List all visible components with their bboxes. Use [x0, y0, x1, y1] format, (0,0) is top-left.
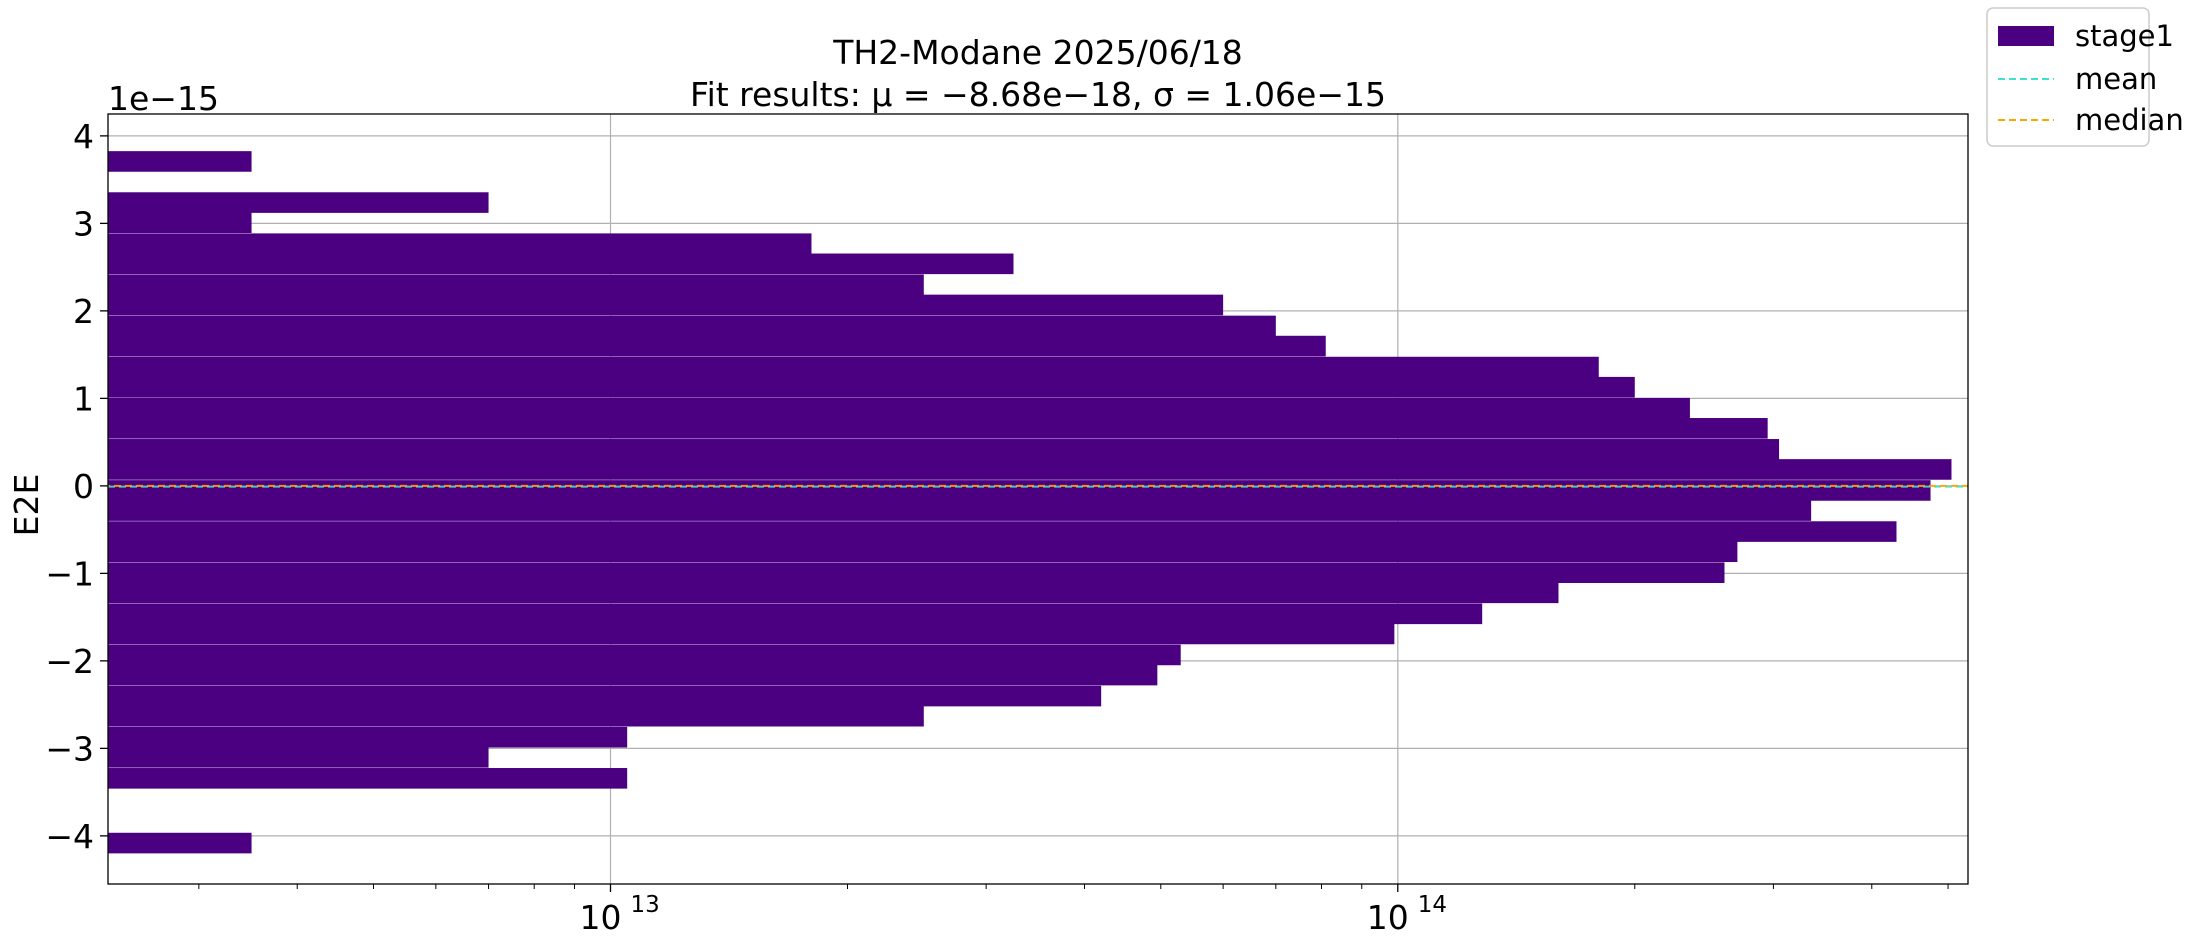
histogram-bar	[108, 151, 252, 172]
chart-title: TH2-Modane 2025/06/18	[832, 33, 1243, 72]
plot-frame	[107, 113, 1969, 885]
y-tick-label: 2	[73, 292, 94, 331]
histogram-bar	[108, 315, 1276, 337]
histogram-bar	[108, 397, 1690, 419]
histogram-bar	[108, 500, 1812, 521]
histogram-bar	[108, 459, 1952, 480]
histogram-bar	[108, 664, 1158, 686]
histogram-bar	[108, 480, 1931, 501]
bars-layer	[108, 151, 1952, 854]
x-tick-label: 10	[580, 898, 622, 937]
histogram-bar	[108, 294, 1224, 316]
x-tick-label-exponent: 14	[1418, 892, 1447, 918]
y-axis-label: E2E	[7, 474, 46, 537]
histogram-bar	[108, 603, 1483, 625]
y-tick-label: −2	[45, 642, 94, 681]
y-offset-label: 1e−15	[108, 79, 219, 118]
y-tick-label: 1	[73, 379, 94, 418]
histogram-bar	[108, 623, 1395, 645]
y-tick-label: −3	[45, 729, 94, 768]
histogram-bar	[108, 747, 489, 768]
legend-median-label: median	[2075, 103, 2184, 137]
histogram-bar	[108, 233, 812, 254]
histogram-bar	[108, 356, 1599, 378]
x-tick-label: 10	[1367, 898, 1409, 937]
histogram-bar	[108, 274, 924, 296]
y-tick-label: 3	[73, 204, 94, 243]
y-tick-label: 4	[73, 117, 94, 156]
reference-lines-layer	[108, 484, 1968, 488]
y-tick-label: −4	[45, 817, 94, 856]
histogram-bar	[108, 212, 252, 233]
y-tick-label: 0	[73, 467, 94, 506]
y-tick-label: −1	[45, 554, 94, 593]
legend-mean-label: mean	[2075, 62, 2157, 96]
histogram-bar	[108, 418, 1768, 439]
histogram-bar	[108, 582, 1559, 604]
legend-stage1-label: stage1	[2075, 19, 2174, 53]
histogram-bar	[108, 685, 1102, 707]
chart-subtitle: Fit results: μ = −8.68e−18, σ = 1.06e−15	[690, 75, 1386, 114]
legend-stage1-swatch	[1998, 26, 2054, 46]
histogram-bar	[108, 192, 489, 213]
histogram-bar	[108, 541, 1738, 562]
histogram-bar	[108, 439, 1780, 460]
histogram-bar	[108, 521, 1897, 542]
histogram-bar	[108, 832, 252, 854]
histogram-bar	[108, 376, 1635, 398]
x-tick-label-exponent: 13	[631, 892, 660, 918]
legend: stage1 mean median	[1986, 7, 2184, 147]
histogram-bar	[108, 644, 1181, 666]
histogram-bar	[108, 705, 924, 727]
histogram-bar	[108, 768, 628, 789]
histogram-bar	[108, 562, 1725, 583]
histogram-bar	[108, 253, 1014, 275]
histogram-bar	[108, 335, 1326, 357]
ticks-layer: −4 −3 −2 −1 0 1 2 3 4 10 13 10 14	[45, 117, 1949, 937]
histogram-bar	[108, 726, 628, 748]
